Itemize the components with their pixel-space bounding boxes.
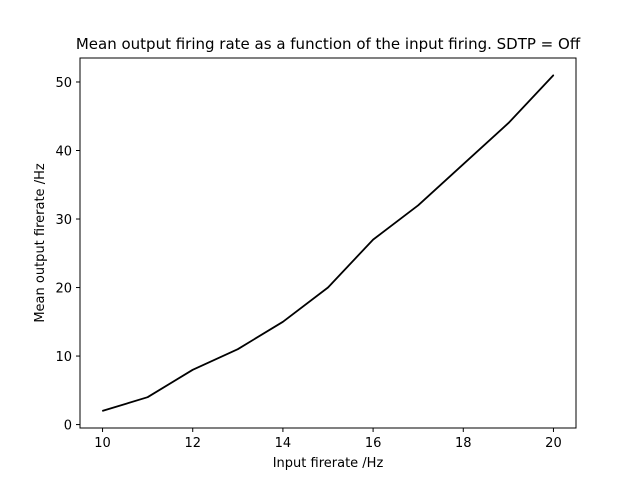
x-tick-label: 20 (545, 436, 562, 451)
y-tick-label: 30 (55, 213, 72, 228)
y-tick-label: 10 (55, 350, 72, 365)
y-axis: 0 10 20 30 40 50 (55, 76, 80, 434)
x-tick-label: 12 (184, 436, 201, 451)
data-point (372, 238, 374, 241)
y-tick-label: 20 (55, 282, 72, 297)
x-tick-label: 10 (94, 436, 111, 451)
plot-frame (79, 57, 577, 429)
data-point (507, 122, 509, 124)
data-point (417, 204, 419, 206)
data-point (327, 286, 329, 289)
series-line (102, 74, 555, 412)
data-point (147, 396, 149, 398)
data-point (462, 163, 464, 165)
data-point (101, 410, 104, 412)
y-tick-label: 40 (55, 145, 72, 160)
y-axis-label: Mean output firerate /Hz (33, 163, 48, 323)
y-tick-label: 50 (55, 76, 72, 91)
x-axis: 10 12 14 16 18 20 (94, 428, 562, 451)
data-point (282, 321, 284, 323)
chart-title: Mean output firing rate as a function of… (76, 35, 581, 53)
series-layer (101, 74, 555, 412)
x-tick-label: 18 (455, 436, 472, 451)
x-tick-label: 16 (365, 436, 382, 451)
data-point (237, 348, 239, 350)
data-point (192, 369, 194, 371)
y-tick-label: 0 (64, 419, 72, 434)
x-tick-label: 14 (275, 436, 292, 451)
data-point (552, 74, 555, 76)
x-axis-label: Input firerate /Hz (273, 456, 384, 471)
